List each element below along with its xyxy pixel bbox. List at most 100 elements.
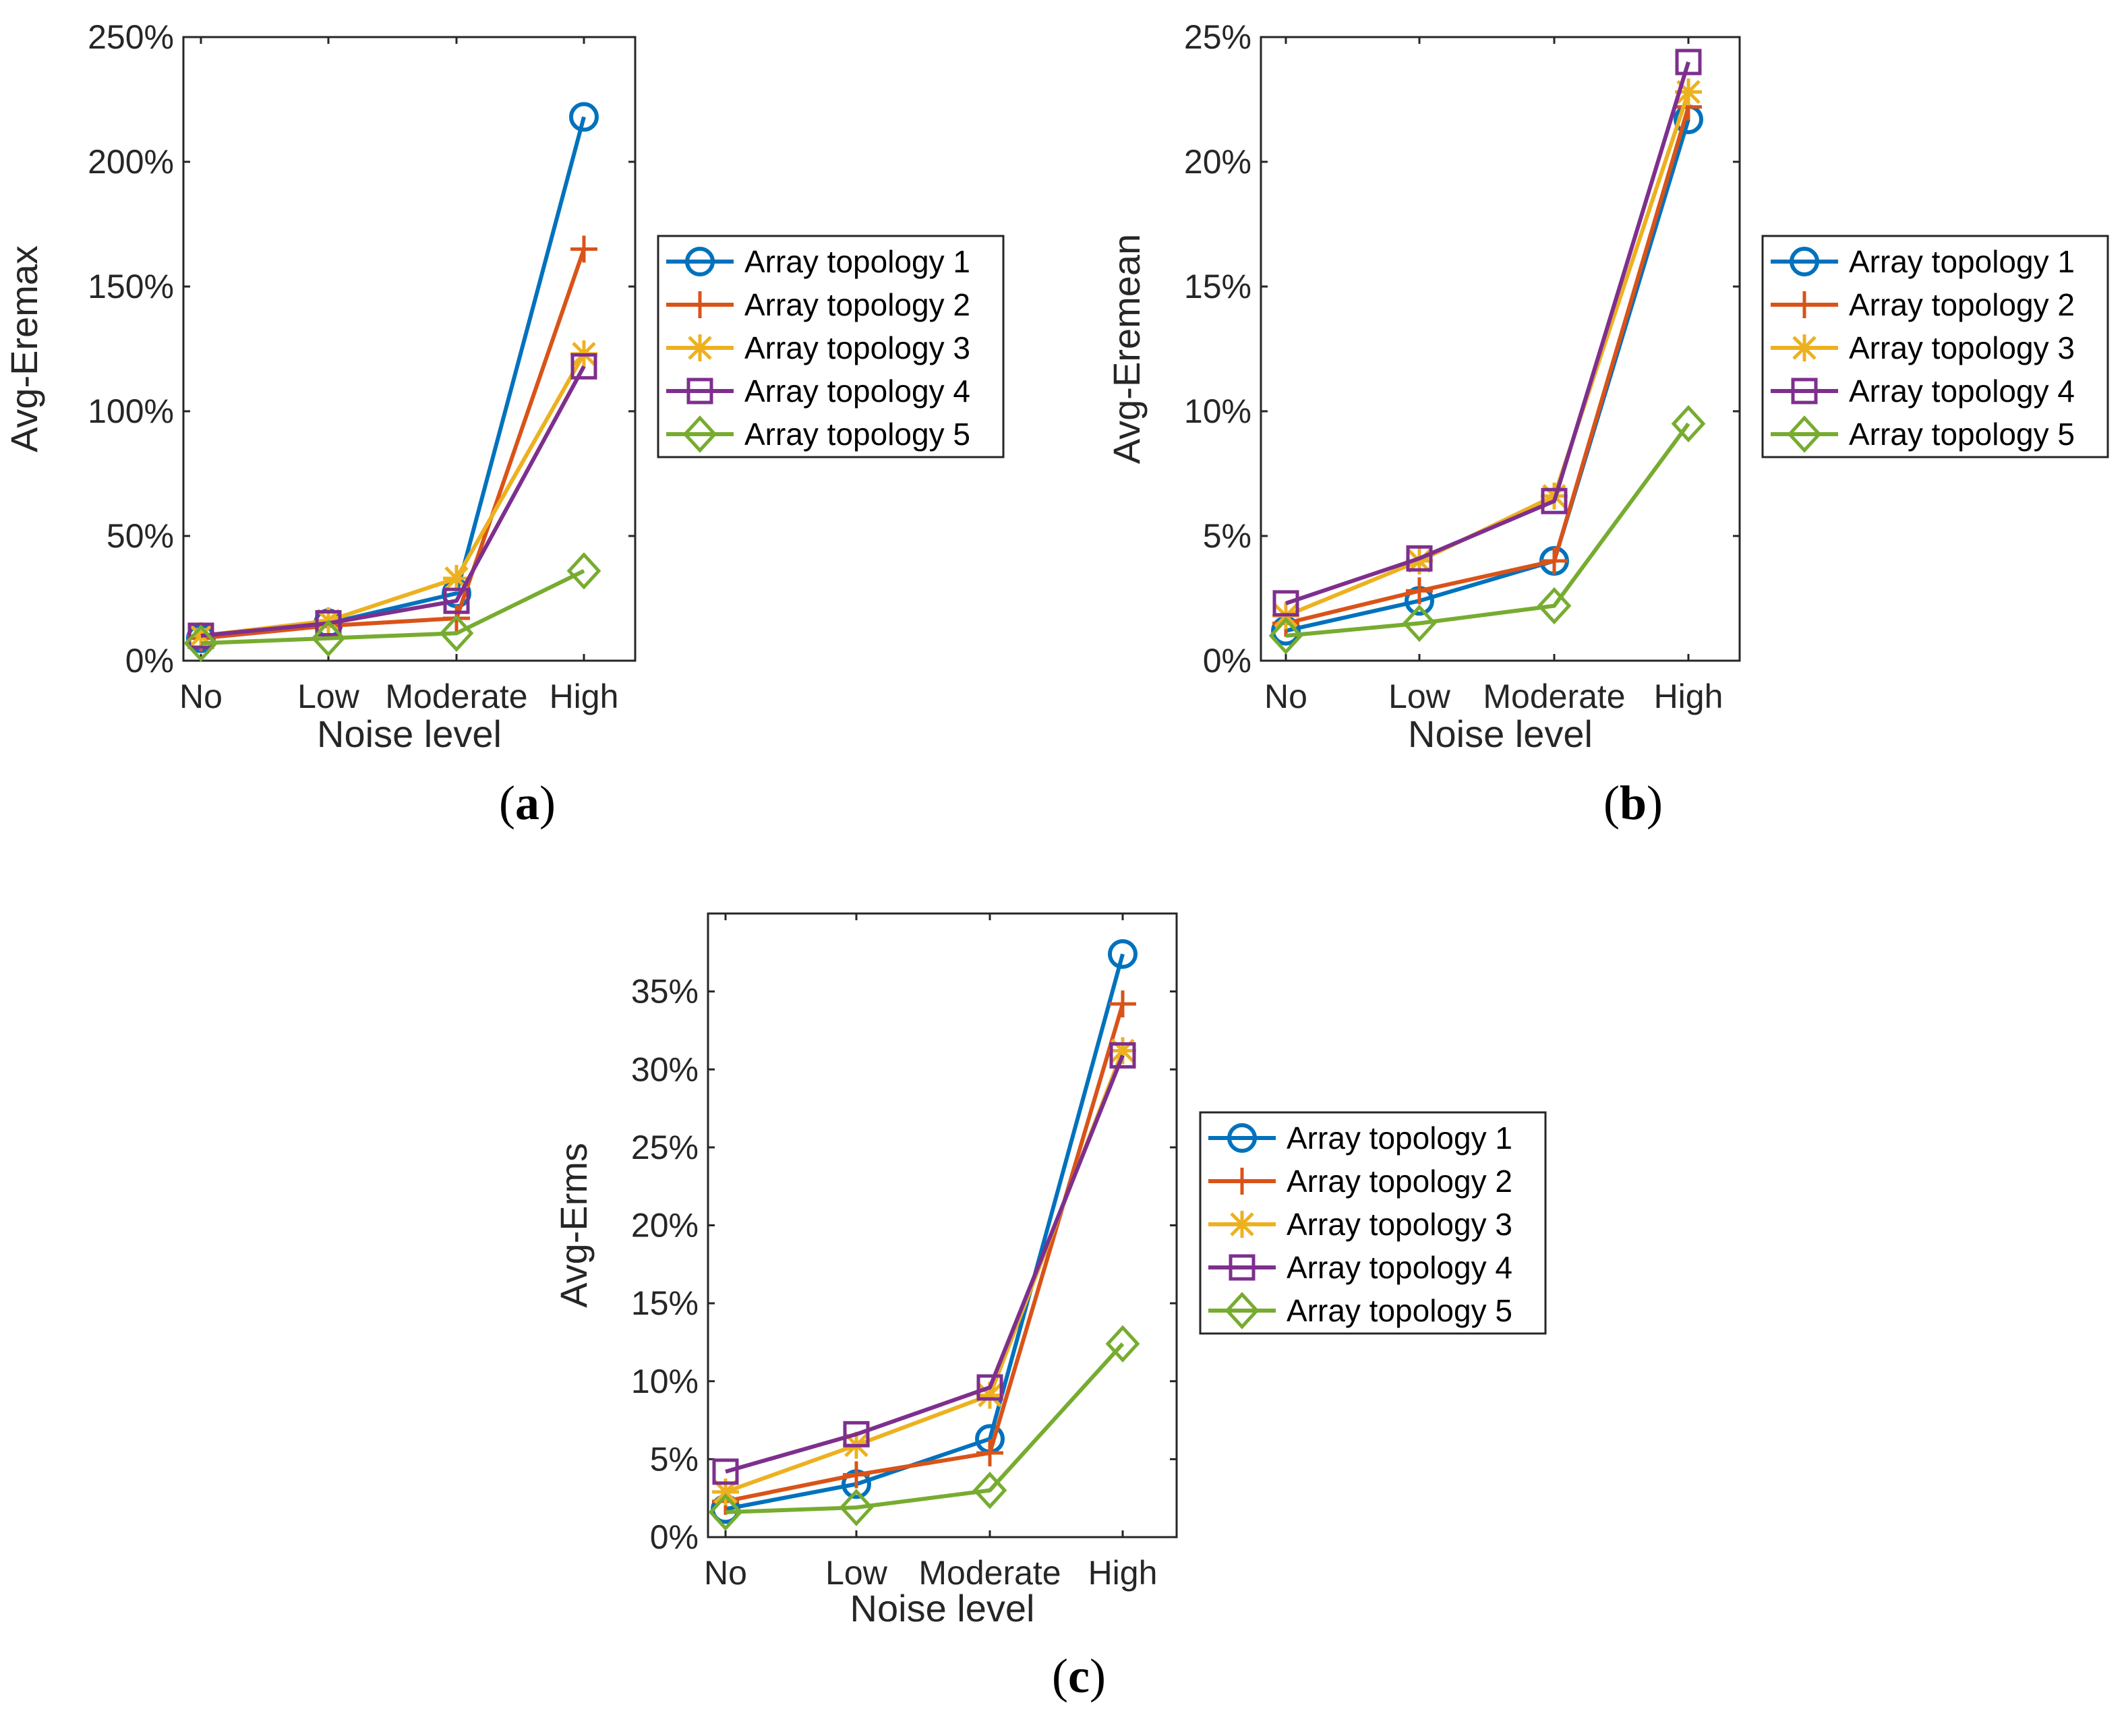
- series-1: [186, 102, 599, 653]
- panel-label: (c): [1052, 1649, 1106, 1703]
- x-tick-label: Low: [297, 678, 360, 715]
- data-point: [976, 1374, 1003, 1401]
- x-tick-label: High: [1654, 678, 1723, 715]
- legend-item: Array topology 1: [666, 244, 970, 279]
- y-tick-label: 20%: [1184, 143, 1251, 181]
- data-point: [1406, 545, 1433, 572]
- legend-label: Array topology 1: [744, 244, 970, 279]
- series-3: [1272, 78, 1702, 630]
- y-tick-label: 50%: [107, 517, 174, 555]
- legend-marker: [686, 378, 713, 405]
- legend-label: Array topology 5: [1287, 1293, 1512, 1328]
- x-tick-label: Moderate: [918, 1554, 1061, 1592]
- legend-label: Array topology 2: [1287, 1164, 1512, 1199]
- series-line: [1285, 91, 1690, 618]
- y-axis-title: Avg-Erms: [552, 1143, 595, 1308]
- data-point: [570, 353, 597, 380]
- y-tick-label: 5%: [650, 1440, 699, 1478]
- legend-item: Array topology 2: [666, 287, 970, 322]
- panel-label-close: ): [539, 776, 556, 830]
- data-point: [1406, 547, 1433, 574]
- legend-marker: [1790, 247, 1819, 276]
- series-1: [1271, 104, 1703, 646]
- data-point: [1541, 487, 1568, 514]
- y-tick-label: 0%: [1203, 642, 1251, 680]
- y-tick-label: 150%: [88, 268, 174, 305]
- legend-marker: [682, 415, 717, 453]
- series-line: [725, 953, 1125, 1511]
- x-axis-title: Noise level: [317, 713, 502, 755]
- legend-label: Array topology 1: [1287, 1120, 1512, 1156]
- data-point: [1268, 617, 1303, 655]
- legend-marker: [1229, 1254, 1256, 1281]
- legend-item: Array topology 5: [1771, 415, 2075, 453]
- y-tick-label: 20%: [631, 1207, 699, 1245]
- series-4: [187, 353, 597, 649]
- legend-marker: [1229, 1168, 1256, 1195]
- series-line: [200, 365, 586, 638]
- legend-marker: [685, 247, 715, 276]
- y-tick-label: 5%: [1203, 517, 1251, 555]
- data-point: [1675, 49, 1702, 76]
- data-point: [1675, 78, 1702, 106]
- data-point: [1402, 604, 1437, 642]
- legend-item: Array topology 2: [1771, 287, 2075, 322]
- series-line: [200, 569, 585, 646]
- series-line: [725, 1003, 1125, 1503]
- data-point: [843, 1461, 870, 1489]
- y-tick-label: 10%: [631, 1363, 699, 1400]
- x-tick-label: Moderate: [1483, 678, 1625, 715]
- legend-marker: [1791, 334, 1818, 361]
- legend-label: Array topology 5: [1849, 417, 2075, 452]
- series-line: [1285, 106, 1690, 626]
- panel-label: (b): [1603, 776, 1663, 830]
- series-line: [1285, 422, 1690, 638]
- y-tick-label: 10%: [1184, 392, 1251, 430]
- data-point: [443, 587, 470, 614]
- y-tick-label: 25%: [1184, 18, 1251, 56]
- chart-panel-a: 0% 50% 100% 150% 200% 250% No Low Moderate High No…: [3, 18, 1005, 830]
- legend-item: Array topology 1: [1208, 1120, 1512, 1156]
- legend-marker: [1791, 378, 1818, 405]
- legend-item: Array topology 3: [1771, 330, 2075, 365]
- data-point: [1671, 405, 1706, 443]
- x-tick-label: Moderate: [385, 678, 527, 715]
- x-tick-label: High: [1088, 1554, 1158, 1592]
- data-point: [708, 1493, 743, 1531]
- legend-marker: [686, 334, 713, 361]
- data-point: [570, 235, 597, 263]
- y-tick-label: 35%: [631, 973, 699, 1011]
- legend-label: Array topology 3: [744, 330, 970, 365]
- data-point: [439, 614, 474, 652]
- data-point: [183, 624, 218, 662]
- data-point: [187, 622, 214, 649]
- legend-item: Array topology 4: [1771, 373, 2075, 409]
- data-point: [1105, 1325, 1140, 1363]
- legend-item: Array topology 1: [1771, 244, 2075, 279]
- series-5: [1268, 405, 1706, 655]
- x-tick-label: No: [1264, 678, 1307, 715]
- series-3: [712, 1037, 1136, 1505]
- y-tick-label: 15%: [631, 1284, 699, 1322]
- legend-marker: [1791, 291, 1818, 318]
- series-line: [200, 116, 586, 640]
- x-tick-label: Low: [825, 1554, 888, 1592]
- legend-box: [1199, 1111, 1547, 1335]
- data-point: [1109, 1042, 1136, 1069]
- data-point: [1537, 587, 1572, 625]
- data-point: [839, 1489, 874, 1526]
- y-tick-label: 200%: [88, 143, 174, 181]
- legend-marker: [686, 291, 713, 318]
- legend-marker: [1787, 415, 1822, 453]
- series-1: [711, 939, 1138, 1524]
- y-tick-label: 30%: [631, 1050, 699, 1088]
- data-point: [1108, 939, 1138, 969]
- x-axis-title: Noise level: [1408, 713, 1593, 755]
- legend: Array topology 1 Array topology 2 Array to…: [1199, 1111, 1547, 1335]
- x-tick-label: No: [179, 678, 223, 715]
- legend-label: Array topology 4: [1849, 373, 2075, 409]
- panel-label: (a): [499, 776, 556, 830]
- data-point: [569, 102, 599, 132]
- legend-label: Array topology 4: [1287, 1250, 1512, 1285]
